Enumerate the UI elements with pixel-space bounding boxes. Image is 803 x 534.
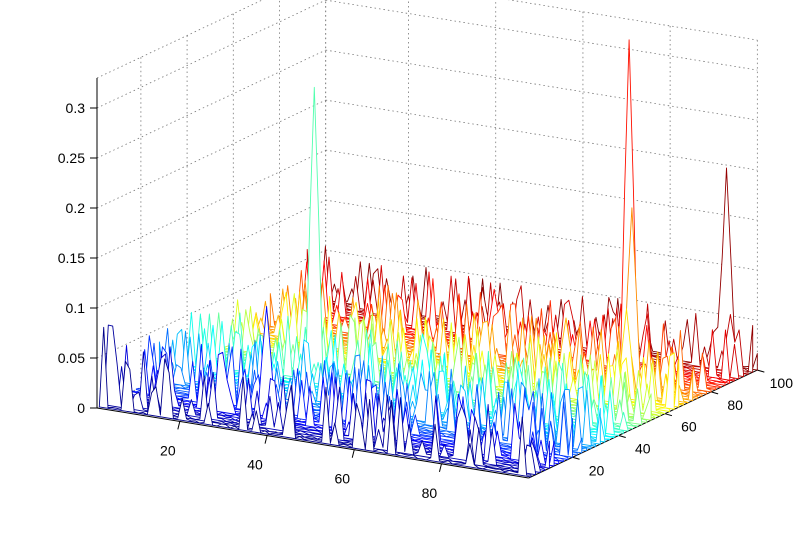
y-tick-mark [572,456,580,460]
x-tick-label: 20 [160,442,176,458]
box-edge [507,0,758,41]
y-tick-mark [710,391,719,395]
z-tick-label: 0.2 [66,200,86,216]
grid-line [325,249,758,321]
z-tick-label: 0.1 [66,300,86,316]
grid-line [96,49,326,159]
y-tick-label: 40 [635,440,651,456]
grid-line [325,149,758,221]
grid-line [325,0,758,71]
x-axis-line [96,407,529,479]
grid-line [96,0,326,109]
z-tick-label: 0.25 [58,150,85,166]
grid-line [96,249,326,359]
x-tick-mark [438,463,442,472]
y-tick-label: 20 [589,462,605,478]
x-tick-mark [177,421,181,430]
waterfall-surface [98,39,758,478]
y-tick-mark [757,369,765,373]
y-tick-mark [618,435,626,438]
z-tick-label: 0 [77,400,85,416]
z-tick-label: 0.3 [66,100,86,116]
x-tick-label: 40 [247,457,263,473]
grid-line [96,199,326,309]
box-edge [96,0,264,79]
grid-line [96,149,326,259]
grid-line [96,99,326,209]
tick-labels: 20 40 60 80 20 40 60 80 100 0 0.05 0.1 0.15 0.2 0.25 0.… [58,100,793,501]
axes [90,78,765,479]
y-tick-label: 60 [681,419,697,435]
z-tick-label: 0.15 [58,250,85,266]
x-tick-mark [351,449,355,458]
x-tick-mark [264,435,268,444]
z-tick-label: 0.05 [58,350,85,366]
waterfall-series-line [98,326,532,478]
grid-line [325,199,758,271]
y-tick-label: 100 [770,375,794,391]
x-tick-label: 80 [422,485,438,501]
grid-line [325,49,758,121]
y-axis-line [528,369,758,479]
y-tick-mark [664,413,673,417]
x-tick-label: 60 [334,471,350,487]
y-tick-label: 80 [727,397,743,413]
grid-line [325,99,758,171]
